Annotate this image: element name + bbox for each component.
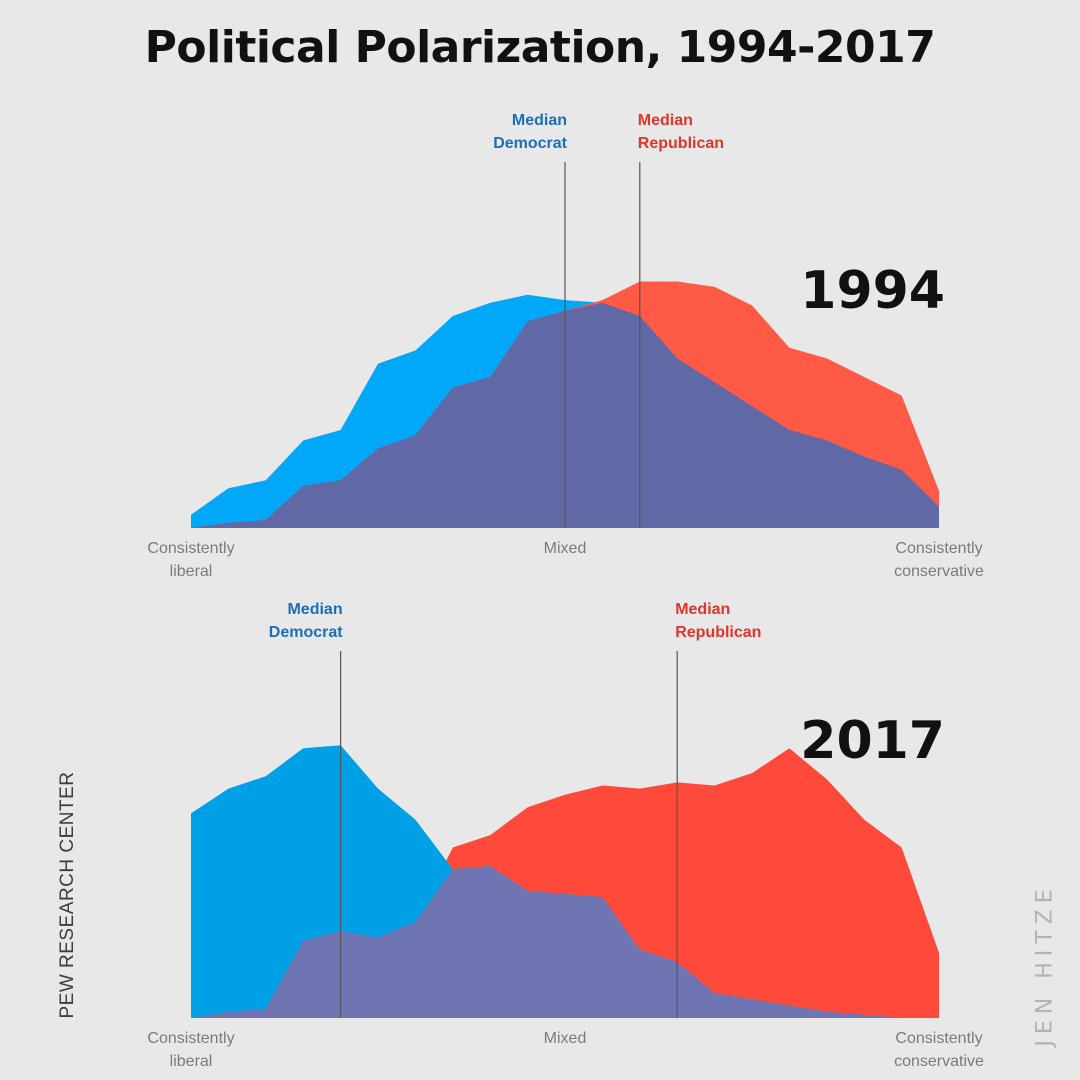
source-label: PEW RESEARCH CENTER (57, 771, 78, 1019)
chart-panel-1994: Median Democrat Median Republican Consistent… (147, 112, 984, 580)
median-democrat-label: Median (512, 112, 567, 129)
median-democrat-label: Median (287, 601, 342, 618)
x-tick-label: conservative (894, 1053, 984, 1070)
x-tick-label: Consistently (147, 540, 234, 557)
year-label: 2017 (800, 711, 945, 771)
year-label: 1994 (800, 261, 945, 321)
median-democrat-label: Democrat (493, 135, 567, 152)
x-tick-label: Consistently (895, 1030, 982, 1047)
median-democrat-label: Democrat (269, 624, 343, 641)
x-tick-label: liberal (170, 1053, 213, 1070)
median-republican-label: Median (638, 112, 693, 129)
x-tick-label: Mixed (544, 1030, 587, 1047)
chart-title: Political Polarization, 1994-2017 (144, 22, 936, 73)
median-republican-label: Republican (638, 135, 724, 152)
x-tick-label: Mixed (544, 540, 587, 557)
x-tick-label: liberal (170, 563, 213, 580)
median-republican-label: Republican (675, 624, 761, 641)
credit-label: JEN HITZE (1032, 883, 1058, 1047)
overlap-area (191, 866, 939, 1018)
median-republican-label: Median (675, 601, 730, 618)
x-tick-label: conservative (894, 563, 984, 580)
x-tick-label: Consistently (895, 540, 982, 557)
chart-panel-2017: Median Democrat Median Republican Consistent… (147, 601, 984, 1070)
x-tick-label: Consistently (147, 1030, 234, 1047)
